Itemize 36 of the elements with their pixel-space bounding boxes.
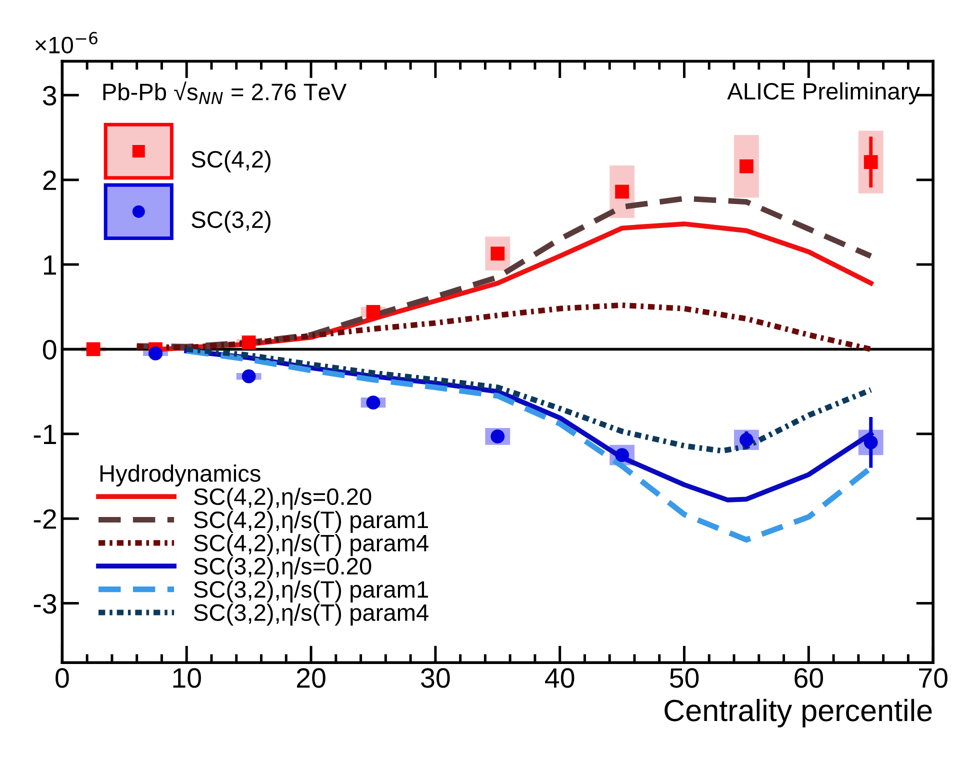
point bbox=[86, 342, 100, 356]
legend-label: SC(4,2) bbox=[192, 150, 270, 172]
point bbox=[148, 346, 162, 360]
y-tick-label: -2 bbox=[34, 509, 56, 529]
x-tick-label: 40 bbox=[545, 668, 574, 688]
y-tick-label: -1 bbox=[34, 424, 56, 444]
y-axis-title: ×10$^{−6}$ bbox=[35, 32, 98, 54]
x-tick-label: 10 bbox=[173, 668, 201, 688]
y-tick-label: 3 bbox=[42, 86, 56, 106]
x-tick-label: 50 bbox=[670, 668, 699, 688]
x-tick-label: 30 bbox=[421, 668, 450, 688]
annotation: Pb-Pb √s$_{NN}$ = 2.76 TeV bbox=[103, 81, 347, 104]
legend-label: SC(4,2),η/s=0.20 bbox=[194, 488, 372, 510]
legend-title: Hydrodynamics bbox=[100, 464, 260, 487]
legend-label: SC(3,2),η/s(T) param4 bbox=[194, 604, 428, 626]
point bbox=[242, 336, 256, 350]
y-tick-label: 0 bbox=[42, 340, 56, 360]
point bbox=[864, 155, 878, 170]
point bbox=[366, 305, 380, 319]
x-tick-label: 60 bbox=[794, 668, 824, 688]
point bbox=[740, 159, 754, 174]
legend-label: SC(3,2),η/s=0.20 bbox=[194, 557, 372, 580]
x-tick-label: 20 bbox=[296, 668, 326, 688]
point bbox=[366, 396, 380, 410]
point bbox=[242, 369, 256, 384]
x-axis-title: Centrality percentile bbox=[664, 698, 932, 728]
legend-label: SC(4,2),η/s(T) param4 bbox=[194, 534, 428, 556]
legend-label: SC(3,2),η/s(T) param1 bbox=[194, 580, 428, 602]
y-tick-label: 1 bbox=[44, 255, 56, 275]
x-tick-label: 70 bbox=[919, 668, 948, 688]
y-tick-label: -3 bbox=[34, 594, 56, 614]
legend-label: SC(3,2) bbox=[192, 210, 270, 233]
x-tick-label: 0 bbox=[56, 668, 69, 688]
annotation: ALICE Preliminary bbox=[727, 82, 920, 104]
y-tick-label: 2 bbox=[43, 170, 56, 190]
legend-label: SC(4,2),η/s(T) param1 bbox=[194, 510, 428, 533]
